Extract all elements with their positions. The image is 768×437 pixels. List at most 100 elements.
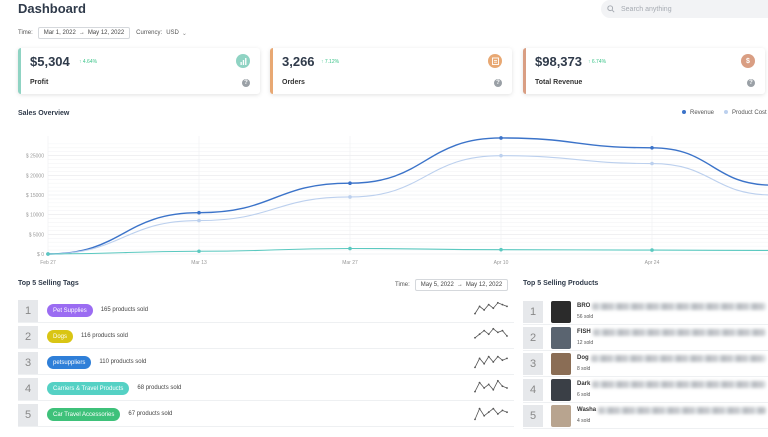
series-point-2 <box>650 161 654 166</box>
sparkline-chart <box>474 355 508 369</box>
tag-pill[interactable]: Carriers & Travel Products <box>47 382 130 395</box>
product-name-redacted <box>592 329 766 336</box>
x-tick-label: Mar 27 <box>342 260 358 266</box>
series-point-2 <box>348 195 352 199</box>
sparkline-point <box>487 383 490 386</box>
tag-pill[interactable]: Pet Supplies <box>47 304 93 317</box>
legend-revenue[interactable]: Revenue <box>682 110 714 116</box>
product-row[interactable]: 4 Dark 6 sold <box>523 377 768 403</box>
tag-pill[interactable]: Car Travel Accessories <box>47 408 121 421</box>
product-name-redacted <box>592 303 766 310</box>
sparkline-point <box>478 381 481 384</box>
sparkline-point <box>506 335 508 337</box>
sparkline-point <box>483 362 486 365</box>
sparkline-point <box>474 336 476 339</box>
legend-product-cost[interactable]: Product Cost <box>724 110 767 116</box>
sparkline-point <box>506 387 508 389</box>
rank-badge: 1 <box>18 300 38 322</box>
product-row[interactable]: 5 Washa 4 sold <box>523 403 768 429</box>
tag-pill[interactable]: Dogs <box>47 330 74 343</box>
y-tick-label: $ 10000 <box>26 213 44 219</box>
product-name: Washa <box>577 407 597 413</box>
currency-select[interactable]: USD ⌄ <box>166 30 187 37</box>
product-row[interactable]: 1 BRO 56 sold <box>523 299 768 325</box>
series-point-1 <box>197 210 201 215</box>
sparkline-point <box>501 359 504 362</box>
y-tick-label: $ 15000 <box>26 193 44 199</box>
profit-label: Profit <box>30 79 49 86</box>
series-point-3 <box>197 249 201 254</box>
sparkline-point <box>474 312 476 315</box>
time-label: Time: <box>18 30 33 36</box>
product-name: Dark <box>577 381 591 387</box>
series-line-1 <box>47 137 768 255</box>
product-name-redacted <box>598 407 766 414</box>
revenue-label: Total Revenue <box>535 79 583 86</box>
search-placeholder: Search anything <box>621 5 672 13</box>
tag-row: 3 petsuppliers 110 products sold <box>18 351 514 375</box>
help-icon[interactable]: ? <box>494 79 502 87</box>
y-tick-label: $ 20000 <box>26 173 44 179</box>
sparkline-line <box>474 407 508 420</box>
tags-time-label: Time: <box>395 282 410 288</box>
tags-date-end: May 12, 2022 <box>465 282 503 288</box>
date-end: May 12, 2022 <box>87 30 125 36</box>
rank-badge: 3 <box>18 352 38 374</box>
date-range-picker[interactable]: Mar 1, 2022 → May 12, 2022 <box>37 27 131 39</box>
rank-badge: 4 <box>18 378 38 400</box>
tag-row: 2 Dogs 116 products sold <box>18 325 514 349</box>
series-point-3 <box>650 248 654 252</box>
legend-product-cost-label: Product Cost <box>732 110 767 116</box>
product-thumbnail <box>551 379 571 401</box>
tag-sold-count: 110 products sold <box>99 359 147 365</box>
sales-overview-chart: $ 0 $ 5000 $ 10000 $ 15000 $ 20000 $ 25000 Feb… <box>26 136 768 266</box>
revenue-card: $98,373 ↑ 6.74% Total Revenue $ ? <box>523 48 765 94</box>
revenue-change: ↑ 6.74% <box>588 59 607 65</box>
tags-date-range-picker[interactable]: May 5, 2022 → May 12, 2022 <box>414 279 509 291</box>
product-name-redacted <box>592 381 766 388</box>
sparkline-point <box>487 411 490 414</box>
rank-badge: 5 <box>18 404 38 426</box>
sparkline-point <box>474 390 476 393</box>
product-name: FISH <box>577 329 591 335</box>
sparkline-point <box>501 303 504 306</box>
sparkline-point <box>496 413 499 415</box>
sparkline-line <box>474 380 508 392</box>
tag-pill[interactable]: petsuppliers <box>47 356 92 369</box>
sparkline-chart <box>474 301 508 315</box>
rank-badge: 1 <box>523 301 543 323</box>
sparkline-point <box>487 333 490 336</box>
tags-filters: Time: May 5, 2022 → May 12, 2022 <box>395 279 514 291</box>
help-icon[interactable]: ? <box>242 79 250 87</box>
sparkline-point <box>496 301 499 304</box>
y-tick-label: $ 0 <box>37 252 44 258</box>
search-icon <box>607 5 615 13</box>
help-icon[interactable]: ? <box>747 79 755 87</box>
product-thumbnail <box>551 301 571 323</box>
sparkline-point <box>483 309 486 311</box>
product-row[interactable]: 2 FISH 12 sold <box>523 325 768 351</box>
product-sold-count: 6 sold <box>577 392 591 398</box>
sparkline-point <box>474 418 476 421</box>
x-tick-label: Feb 27 <box>40 260 56 266</box>
sparkline-point <box>483 387 486 389</box>
sales-overview-title: Sales Overview <box>18 110 70 117</box>
arrow-right-icon: → <box>456 282 463 288</box>
legend-revenue-label: Revenue <box>690 110 715 116</box>
sparkline-point <box>478 357 481 360</box>
y-tick-label: $ 5000 <box>29 232 45 238</box>
tag-row: 1 Pet Supplies 165 products sold <box>18 299 514 323</box>
arrow-right-icon: → <box>78 30 85 36</box>
tag-row: 4 Carriers & Travel Products 68 products… <box>18 377 514 401</box>
search-input[interactable]: Search anything <box>601 0 768 18</box>
profit-card: $5,304 ↑ 4.64% Profit ? <box>18 48 260 94</box>
series-point-1 <box>499 136 503 140</box>
sparkline-point <box>496 331 499 334</box>
sparkline-point <box>496 355 499 358</box>
orders-card: 3,266 ↑ 7.12% Orders ? <box>270 48 512 94</box>
series-point-2 <box>499 153 503 158</box>
series-point-3 <box>46 252 50 256</box>
tag-sold-count: 165 products sold <box>100 307 149 313</box>
product-row[interactable]: 3 Dog 8 sold <box>523 351 768 377</box>
sparkline-point <box>483 414 486 417</box>
